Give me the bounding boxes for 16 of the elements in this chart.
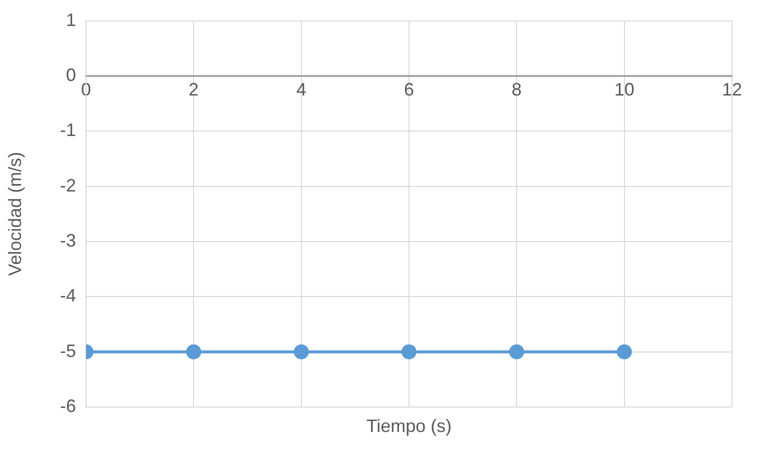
x-tick-label: 10 bbox=[614, 80, 634, 100]
y-tick-label: 1 bbox=[66, 10, 76, 30]
x-axis-title: Tiempo (s) bbox=[366, 416, 452, 436]
x-tick-label: 4 bbox=[296, 80, 306, 100]
y-tick-label: -4 bbox=[60, 286, 76, 306]
y-tick-label: -6 bbox=[60, 396, 76, 416]
y-tick-label: 0 bbox=[66, 64, 76, 85]
x-tick-label: 12 bbox=[722, 80, 742, 100]
y-axis-title: Velocidad (m/s) bbox=[4, 152, 25, 276]
y-tick-label: -5 bbox=[60, 340, 76, 361]
y-tick-label: -3 bbox=[60, 230, 76, 250]
y-tick-label: -2 bbox=[60, 175, 76, 196]
y-tick-label: -1 bbox=[60, 120, 76, 140]
x-tick-label: 2 bbox=[188, 80, 199, 100]
x-tick-label: 8 bbox=[512, 80, 522, 100]
x-tick-label: 6 bbox=[404, 80, 414, 100]
